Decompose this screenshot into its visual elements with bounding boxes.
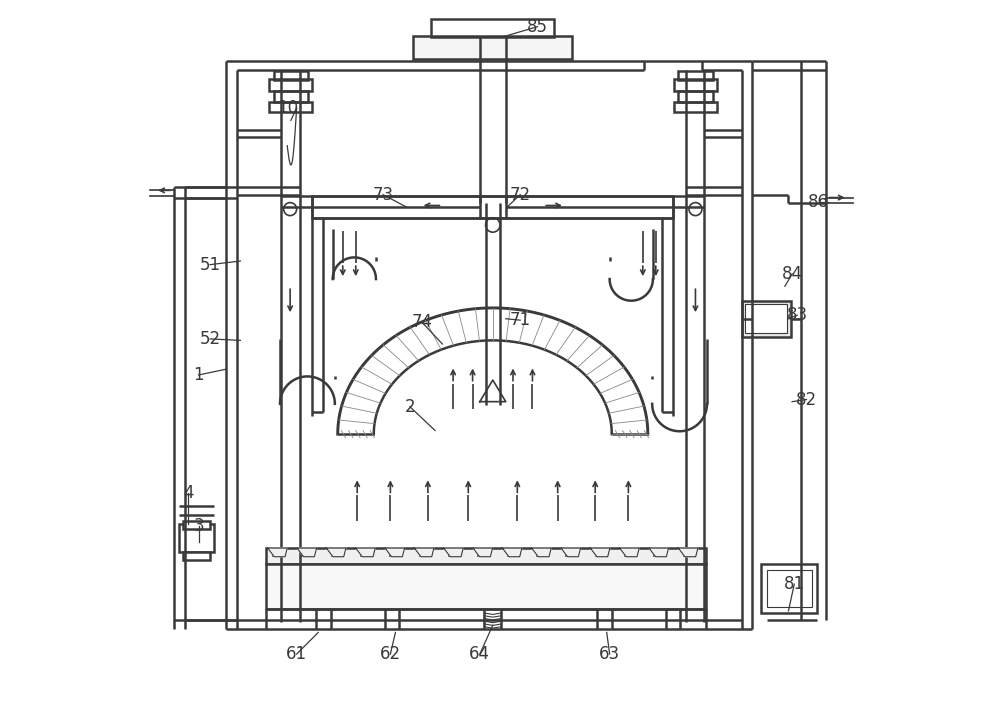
Polygon shape (297, 548, 317, 557)
Bar (183, 521, 210, 529)
Bar (448, 550, 459, 556)
Bar (674, 102, 717, 111)
Bar (183, 552, 210, 560)
Bar (767, 570, 812, 607)
Text: 62: 62 (380, 645, 401, 663)
Text: 4: 4 (183, 484, 194, 502)
Bar (274, 71, 308, 80)
Text: 1: 1 (193, 366, 204, 384)
Bar (678, 71, 713, 80)
Bar (507, 550, 518, 556)
Polygon shape (414, 548, 434, 557)
Text: 81: 81 (784, 575, 805, 593)
Bar (389, 550, 400, 556)
Text: 82: 82 (796, 390, 817, 408)
Bar (269, 102, 312, 111)
Bar (274, 90, 308, 102)
Bar (419, 550, 430, 556)
Bar (595, 550, 606, 556)
Bar (674, 80, 717, 90)
Text: 61: 61 (286, 645, 307, 663)
Text: 86: 86 (808, 193, 829, 211)
Text: 83: 83 (787, 306, 808, 324)
Bar (745, 304, 787, 333)
Text: 74: 74 (412, 313, 433, 332)
Bar (331, 550, 342, 556)
Text: 2: 2 (405, 397, 415, 416)
Bar (565, 550, 576, 556)
Text: 71: 71 (510, 311, 531, 329)
Bar (179, 524, 214, 552)
Polygon shape (385, 548, 405, 557)
Bar (266, 564, 706, 609)
Polygon shape (649, 548, 669, 557)
Bar (761, 564, 817, 613)
Bar (431, 20, 554, 38)
Bar (360, 550, 371, 556)
Bar (653, 550, 664, 556)
Bar (266, 548, 706, 564)
Text: 3: 3 (193, 518, 204, 536)
Bar (269, 80, 312, 90)
Bar (477, 550, 488, 556)
Bar (624, 550, 635, 556)
Polygon shape (268, 548, 287, 557)
Polygon shape (473, 548, 493, 557)
Bar (301, 550, 312, 556)
Text: 64: 64 (469, 645, 490, 663)
Text: 85: 85 (527, 17, 548, 35)
Bar (272, 550, 283, 556)
Text: 72: 72 (510, 185, 531, 203)
Bar (683, 550, 694, 556)
Polygon shape (532, 548, 551, 557)
Polygon shape (444, 548, 463, 557)
Text: 84: 84 (782, 265, 803, 283)
Polygon shape (326, 548, 346, 557)
Bar (536, 550, 547, 556)
Bar (413, 36, 572, 59)
Text: 63: 63 (599, 645, 620, 663)
Polygon shape (620, 548, 639, 557)
Bar (312, 196, 673, 218)
Polygon shape (561, 548, 581, 557)
Polygon shape (678, 548, 698, 557)
Text: 52: 52 (200, 330, 221, 348)
Polygon shape (590, 548, 610, 557)
Bar (742, 300, 791, 337)
Text: 73: 73 (373, 185, 394, 203)
Text: 51: 51 (200, 256, 221, 274)
Text: 10: 10 (277, 99, 298, 117)
Polygon shape (356, 548, 375, 557)
Bar (678, 90, 713, 102)
Polygon shape (502, 548, 522, 557)
